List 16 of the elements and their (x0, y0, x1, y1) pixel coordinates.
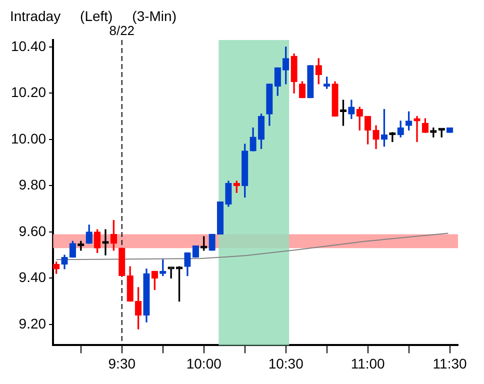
y-tick-label: 9.20 (18, 315, 46, 332)
x-tick-label: 10:30 (268, 355, 304, 372)
y-tick-label: 10.20 (10, 84, 46, 100)
x-tick-label: 11:00 (350, 355, 386, 372)
annotation: 8/22 (109, 23, 135, 38)
y-tick-label: 10.00 (10, 130, 46, 146)
x-tick-label: 11:30 (432, 355, 468, 372)
candlestick (414, 116, 420, 142)
candlestick (102, 229, 109, 256)
y-tick-label: 9.80 (18, 176, 46, 193)
y-tick-label: 9.40 (18, 269, 46, 286)
x-tick-label: 9:30 (108, 355, 136, 372)
y-tick-label: 10.40 (10, 38, 46, 54)
y-tick-label: 9.60 (18, 222, 46, 239)
x-tick-label: 10:00 (186, 355, 222, 372)
chart-title: Intraday (Left) (3-Min) (10, 8, 176, 24)
